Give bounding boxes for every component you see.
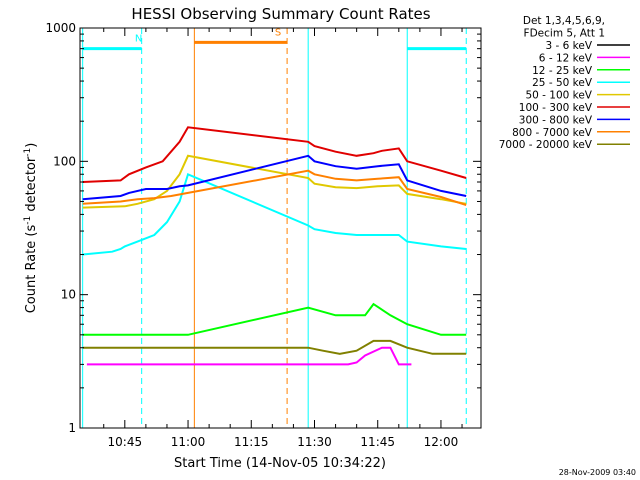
y-tick-label: 1 [68, 421, 76, 435]
x-tick-label: 11:30 [297, 435, 332, 449]
series-line [82, 339, 467, 355]
interval-label: S [275, 27, 281, 38]
series-line [82, 169, 467, 207]
x-axis-ticks: 10:45 11:00 11:15 11:30 11:45 12:00 [103, 28, 463, 449]
legend-label: 6 - 12 keV [539, 52, 593, 64]
footer-timestamp: 28-Nov-2009 03:40 [559, 468, 636, 477]
x-tick-label: 10:45 [108, 435, 143, 449]
legend-title: Det 1,3,4,5,6,9, [523, 15, 605, 27]
y-tick-label: 10 [61, 288, 76, 302]
interval-boundary-lines [82, 28, 467, 428]
legend-title: FDecim 5, Att 1 [524, 28, 605, 40]
series-line [82, 172, 467, 256]
x-tick-label: 12:00 [424, 435, 459, 449]
x-tick-label: 11:45 [360, 435, 395, 449]
y-tick-label: 100 [53, 154, 76, 168]
chart-title: HESSI Observing Summary Count Rates [131, 5, 430, 23]
legend-label: 300 - 800 keV [519, 114, 593, 126]
interval-bars: NS [82, 27, 467, 51]
legend-label: 800 - 7000 keV [512, 127, 593, 139]
legend-label: 12 - 25 keV [532, 65, 593, 77]
series-lines [82, 126, 467, 366]
x-axis-label: Start Time (14-Nov-05 10:34:22) [174, 456, 386, 471]
series-line [82, 154, 467, 209]
series-line [82, 302, 467, 336]
series-line [86, 346, 412, 366]
legend-label: 7000 - 20000 keV [499, 139, 593, 151]
interval-label: N [135, 34, 142, 45]
legend: Det 1,3,4,5,6,9,FDecim 5, Att 13 - 6 keV… [499, 15, 630, 151]
y-axis-label: Count Rate (s-1 detector-1) [23, 143, 39, 314]
plot-frame [79, 27, 482, 429]
legend-label: 100 - 300 keV [519, 102, 593, 114]
legend-label: 50 - 100 keV [525, 90, 592, 102]
series-line [82, 154, 467, 201]
x-tick-label: 11:00 [171, 435, 206, 449]
y-tick-label: 1000 [45, 21, 76, 35]
x-tick-label: 11:15 [234, 435, 269, 449]
legend-label: 25 - 50 keV [532, 77, 593, 89]
series-line [82, 126, 467, 183]
legend-label: 3 - 6 keV [545, 40, 592, 52]
y-axis-ticks: 1 10 100 1000 [45, 21, 481, 435]
